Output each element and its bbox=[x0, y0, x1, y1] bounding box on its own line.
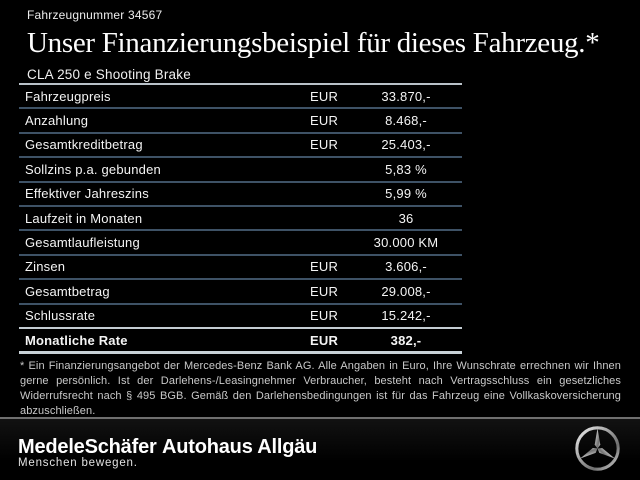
row-label: Laufzeit in Monaten bbox=[25, 210, 143, 226]
mercedes-star-icon bbox=[575, 426, 620, 471]
table-row: Effektiver Jahreszins 5,99 % bbox=[19, 180, 462, 205]
table-row: Schlussrate EUR 15.242,- bbox=[19, 302, 462, 327]
page-title: Unser Finanzierungsbeispiel für dieses F… bbox=[27, 27, 600, 59]
table-row: Anzahlung EUR 8.468,- bbox=[19, 107, 462, 131]
table-row: Laufzeit in Monaten 36 bbox=[19, 204, 462, 229]
row-value: 3.606,- bbox=[385, 259, 427, 275]
vehicle-number: Fahrzeugnummer 34567 bbox=[27, 8, 163, 22]
row-currency: EUR bbox=[310, 308, 339, 324]
row-label: Gesamtbetrag bbox=[25, 283, 110, 299]
row-value: 382,- bbox=[390, 332, 422, 348]
row-value: 5,83 % bbox=[385, 161, 427, 177]
row-label: Effektiver Jahreszins bbox=[25, 186, 149, 202]
row-value: 36 bbox=[398, 210, 414, 226]
table-row: Monatliche Rate EUR 382,- bbox=[19, 326, 462, 351]
row-label: Sollzins p.a. gebunden bbox=[25, 161, 161, 177]
vehicle-model: CLA 250 e Shooting Brake bbox=[27, 67, 191, 82]
row-currency: EUR bbox=[310, 113, 339, 129]
table-row: Sollzins p.a. gebunden 5,83 % bbox=[19, 156, 462, 180]
table-row: Gesamtkreditbetrag EUR 25.403,- bbox=[19, 131, 462, 156]
row-value: 30.000 KM bbox=[373, 235, 439, 251]
row-currency: EUR bbox=[310, 283, 339, 299]
row-value: 25.403,- bbox=[381, 137, 431, 153]
row-currency: EUR bbox=[310, 88, 339, 104]
row-currency: EUR bbox=[310, 259, 339, 275]
row-label: Gesamtlaufleistung bbox=[25, 235, 140, 251]
finance-table: Fahrzeugpreis EUR 33.870,- Anzahlung EUR 8.46… bbox=[19, 83, 462, 355]
legal-footnote: * Ein Finanzierungsangebot der Mercedes-… bbox=[20, 360, 621, 417]
table-row: Fahrzeugpreis EUR 33.870,- bbox=[19, 85, 462, 107]
row-label: Fahrzeugpreis bbox=[25, 88, 111, 104]
table-row: Zinsen EUR 3.606,- bbox=[19, 253, 462, 278]
header: Fahrzeugnummer 34567 Unser Finanzierungs… bbox=[27, 8, 630, 82]
row-label: Anzahlung bbox=[25, 113, 89, 129]
row-label: Monatliche Rate bbox=[25, 332, 128, 348]
row-value: 33.870,- bbox=[381, 88, 431, 104]
row-currency: EUR bbox=[310, 137, 339, 153]
row-label: Zinsen bbox=[25, 259, 66, 275]
dealer-tagline: Menschen bewegen. bbox=[18, 457, 138, 469]
row-value: 5,99 % bbox=[385, 186, 427, 202]
footer-bar: MedeleSchäfer Menschen bewegen. Autohaus… bbox=[0, 417, 640, 480]
table-row: Gesamtbetrag EUR 29.008,- bbox=[19, 278, 462, 302]
row-label: Schlussrate bbox=[25, 308, 96, 324]
row-value: 8.468,- bbox=[385, 113, 427, 129]
row-label: Gesamtkreditbetrag bbox=[25, 137, 143, 153]
dealer-logo-medele-schaefer: MedeleSchäfer bbox=[18, 436, 157, 458]
dealer-logo-autohaus-allgaeu: Autohaus Allgäu bbox=[162, 436, 318, 458]
table-row: Gesamtlaufleistung 30.000 KM bbox=[19, 229, 462, 253]
row-value: 15.242,- bbox=[381, 308, 431, 324]
row-value: 29.008,- bbox=[381, 283, 431, 299]
row-currency: EUR bbox=[310, 332, 339, 348]
